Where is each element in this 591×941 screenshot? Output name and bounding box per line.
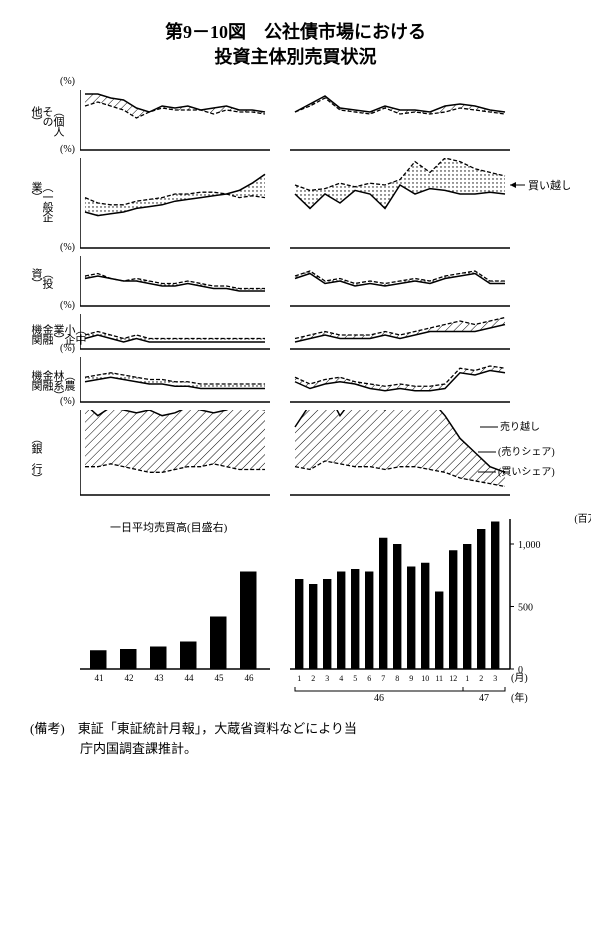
svg-text:45: 45 [215,673,225,683]
unit-label: (%) [60,300,75,311]
chart-panel-3: （中小企業）金融機関(%)10 [80,314,571,353]
svg-text:12: 12 [449,674,457,683]
svg-text:4: 4 [339,674,343,683]
svg-text:47: 47 [479,693,489,704]
panel-label: （中小企業）金融機関 [30,324,85,344]
chart-panel-4: （農林系）金融機関(%)1020 [80,357,571,406]
svg-text:買い越し: 買い越し [528,178,570,192]
svg-text:(売りシェア): (売りシェア) [498,445,555,458]
unit-label: (%) [60,242,75,253]
svg-text:(月): (月) [511,672,528,684]
svg-text:2: 2 [311,674,315,683]
bar-legend: 一日平均売買高(目盛右) [110,519,227,535]
svg-text:46: 46 [245,673,255,683]
unit-label: (%) [60,76,75,87]
svg-text:1,000: 1,000 [518,540,541,551]
panel-label: （銀 行） [30,433,41,478]
chart-panel-5: （銀 行）(%)102030売り越し(売りシェア)(買いシェア) [80,410,571,499]
svg-text:41: 41 [95,673,104,683]
unit-label: (%) [60,396,75,407]
svg-text:2: 2 [479,674,483,683]
right-unit-label: (百万円) [574,514,591,526]
panels-container: （個人その他）(%)1020（一般企業）(%)20304050買い越し（投 資）… [20,90,571,499]
svg-text:3: 3 [325,674,329,683]
svg-text:6: 6 [367,674,371,683]
svg-text:1: 1 [465,674,469,683]
svg-text:(買いシェア): (買いシェア) [498,466,555,478]
chart-panel-1: （一般企業）(%)20304050買い越し [80,158,571,252]
svg-text:500: 500 [518,603,533,614]
panel-label: （投 資） [30,268,52,298]
svg-text:11: 11 [435,674,443,683]
svg-text:(年): (年) [511,691,528,704]
svg-text:44: 44 [185,673,195,683]
bar-chart-panel: 一日平均売買高(目盛右)(百万円)05001,00041424344454612… [80,519,571,704]
footnote: (備考) 東証「東証統計月報」，大蔵省資料などにより当 庁内国調査課推計。 [20,719,571,758]
svg-text:9: 9 [409,674,413,683]
svg-text:7: 7 [381,674,385,683]
svg-text:売り越し: 売り越し [500,420,540,433]
svg-text:3: 3 [493,674,497,683]
svg-text:46: 46 [374,693,384,704]
panel-label: （農林系）金融機関 [30,370,74,395]
panel-label: （個人その他） [30,106,63,138]
unit-label: (%) [60,343,75,354]
svg-text:8: 8 [395,674,399,683]
chart-panel-0: （個人その他）(%)1020 [80,90,571,154]
panel-label: （一般企業） [30,182,52,229]
svg-text:5: 5 [353,674,357,683]
svg-text:42: 42 [125,673,134,683]
chart-title: 第9－10図 公社債市場における 投資主体別売買状況 [20,20,571,70]
unit-label: (%) [60,144,75,155]
svg-text:43: 43 [155,673,165,683]
svg-text:1: 1 [297,674,301,683]
chart-panel-2: （投 資）(%)1020 [80,256,571,310]
svg-text:10: 10 [421,674,429,683]
